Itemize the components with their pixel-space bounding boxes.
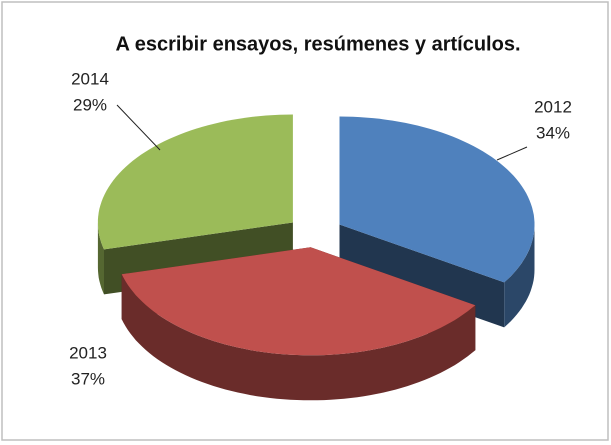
data-label-value: 34% [536, 123, 570, 142]
data-label-value: 37% [71, 369, 105, 388]
data-label-category: 2012 [534, 97, 572, 116]
leader-line [116, 104, 161, 151]
leader-line [496, 146, 528, 161]
data-label-category: 2014 [71, 69, 109, 88]
slice [121, 247, 476, 401]
slice [339, 116, 535, 283]
slice [97, 114, 293, 250]
data-label-value: 29% [73, 95, 107, 114]
slice [121, 247, 476, 356]
slice-side [97, 222, 104, 295]
slice-side [504, 224, 535, 328]
data-label-category: 2013 [69, 343, 107, 362]
slice-side [121, 274, 476, 401]
chart-title: A escribir ensayos, resúmenes y artículo… [115, 33, 520, 55]
